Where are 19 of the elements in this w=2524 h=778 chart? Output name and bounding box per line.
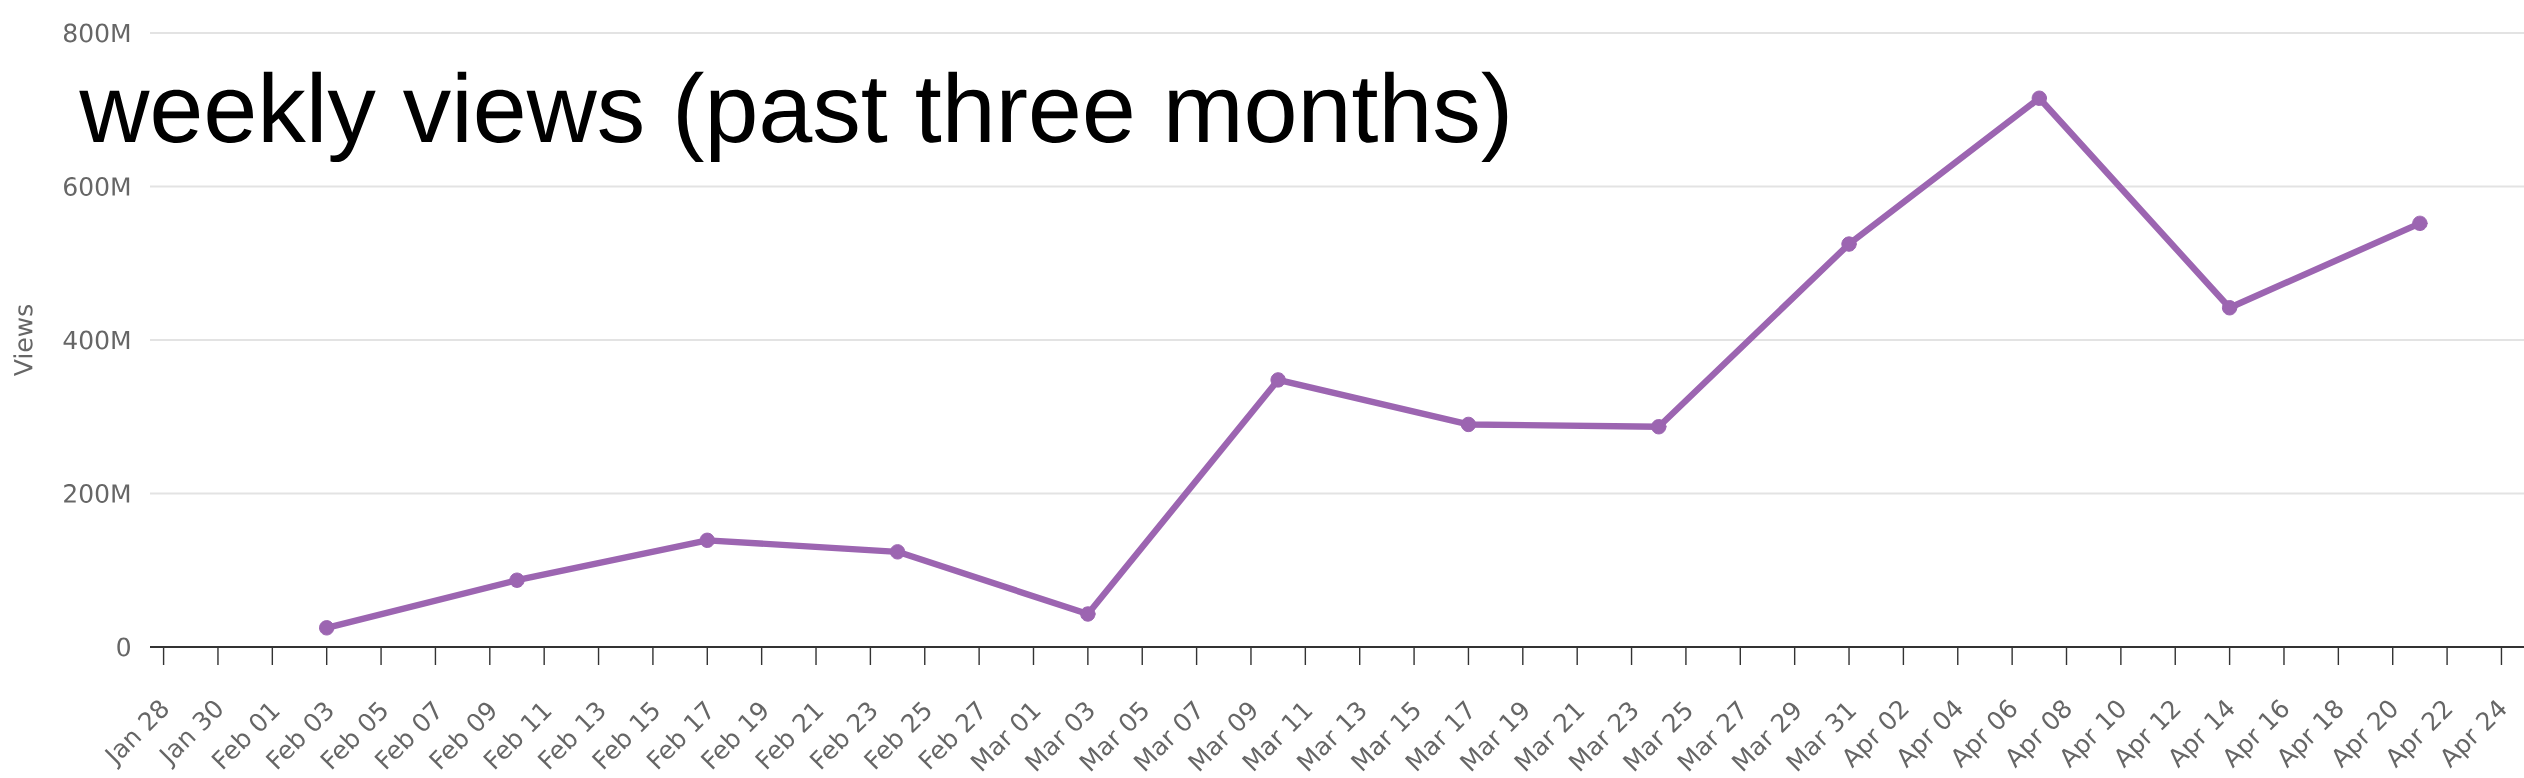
point	[1841, 236, 1857, 252]
point	[1651, 419, 1667, 435]
y-tick-label: 800M	[64, 23, 130, 43]
point	[319, 620, 335, 636]
point	[509, 572, 525, 588]
point	[889, 544, 906, 560]
y-tick-label: 600M	[64, 177, 130, 196]
y-tick-label: 400M	[63, 330, 130, 350]
y-axis-title: Views	[13, 305, 33, 376]
y-tick-label: 200M	[64, 484, 130, 503]
point	[1080, 606, 1096, 622]
point	[2412, 215, 2428, 232]
point	[2221, 300, 2238, 316]
point	[1270, 372, 1286, 388]
point	[699, 532, 715, 549]
y-tick-label: 0	[117, 637, 130, 657]
point	[2031, 90, 2048, 106]
point	[1460, 416, 1477, 433]
chart-title: weekly views (past three months)	[79, 71, 1508, 163]
